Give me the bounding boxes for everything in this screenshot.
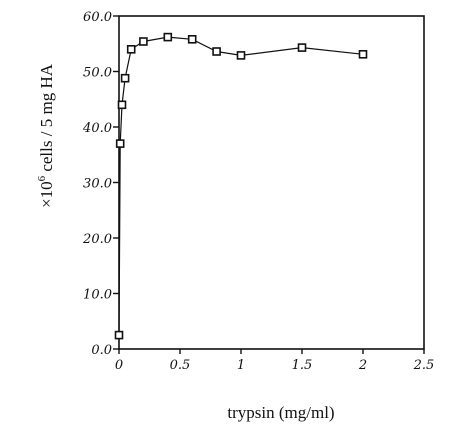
- y-tick-label: 10.0: [83, 288, 112, 303]
- y-tick-label: 60.0: [83, 10, 112, 25]
- data-point: [297, 43, 307, 52]
- data-point: [163, 32, 173, 42]
- x-tick-label: 1.5: [292, 358, 313, 373]
- data-point: [120, 73, 130, 83]
- x-tick-label: 0: [115, 358, 123, 373]
- data-point: [139, 37, 148, 46]
- y-tick-label: 40.0: [82, 121, 112, 136]
- data-point: [236, 51, 246, 60]
- y-tick-label: 50.0: [83, 66, 112, 81]
- y-axis-title-prefix: ×10: [37, 181, 56, 208]
- x-tick-label: 1: [237, 358, 245, 373]
- x-tick-label: 2.5: [413, 358, 435, 373]
- x-tick-label: 2: [358, 358, 367, 373]
- series-group: [114, 32, 368, 340]
- y-tick-label: 30.0: [83, 177, 112, 192]
- data-point: [115, 139, 125, 148]
- data-point: [117, 100, 127, 110]
- series-line: [118, 36, 364, 336]
- x-tick-label: 0.5: [170, 358, 191, 373]
- y-axis-title: ×106 cells / 5 mg HA: [36, 63, 56, 208]
- data-point: [212, 47, 221, 56]
- data-point: [358, 49, 368, 59]
- data-point: [114, 330, 124, 340]
- y-tick-label: 0.0: [91, 343, 112, 358]
- y-axis-title-suffix: cells / 5 mg HA: [37, 63, 56, 176]
- data-point: [187, 34, 197, 44]
- data-point: [126, 44, 136, 54]
- y-tick-label: 20.0: [82, 232, 112, 247]
- y-axis-title-exponent: 6: [36, 175, 48, 181]
- x-axis-title: trypsin (mg/ml): [227, 403, 334, 422]
- x-axis-ticks: 0 0.5 1 1.5 2 2.5: [115, 349, 434, 373]
- plot-frame: [118, 15, 425, 350]
- y-axis-ticks: 0.0 10.0 20.0 30.0 40.0 50.0 60.0: [82, 10, 119, 358]
